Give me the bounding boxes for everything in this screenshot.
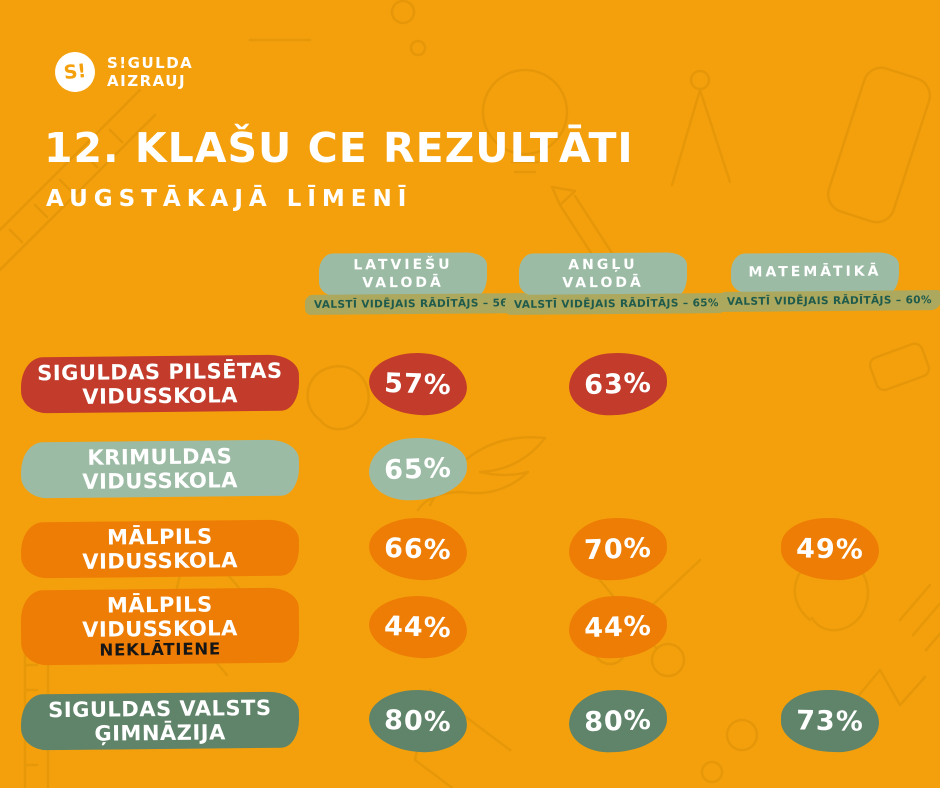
column-title-line1: LATVIEŠU (352, 256, 453, 274)
page-subtitle: AUGSTĀKAJĀ LĪMENĪ (46, 186, 413, 212)
result-english: 44% (567, 594, 668, 660)
school-row-siguldas-valsts-gimnazija: SIGULDAS VALSTS ĢIMNĀZIJA 80% 80% 73% (0, 684, 940, 758)
school-name-line1: SIGULDAS PILSĒTAS (37, 358, 283, 386)
column-headers-row: LATVIEŠU VALODĀ VALSTĪ VIDĒJAIS RĀDĪTĀJS… (0, 252, 940, 331)
school-name-badge: MĀLPILS VIDUSSKOLA NEKLĀTIENE (20, 587, 300, 667)
column-title-line2: VALODĀ (361, 274, 444, 291)
column-title-badge: LATVIEŠU VALODĀ (318, 252, 487, 297)
school-name-line1: SIGULDAS VALSTS (48, 695, 272, 723)
result-math: 49% (780, 517, 880, 581)
logo-line1: S!GULDA (107, 54, 194, 72)
result-latvian: 66% (367, 516, 468, 582)
school-row-malpils-vidusskola-neklatiene: MĀLPILS VIDUSSKOLA NEKLĀTIENE 44% 44% (0, 587, 940, 667)
logo: S! S!GULDA AIZRAUJ (53, 50, 193, 94)
result-english: 70% (567, 516, 668, 582)
school-name-badge: SIGULDAS PILSĒTAS VIDUSSKOLA (20, 354, 300, 414)
school-name-line2: NEKLĀTIENE (99, 640, 222, 661)
school-name-line2: VIDUSSKOLA (82, 468, 239, 494)
school-name-line1: KRIMULDAS (87, 444, 233, 470)
column-header-latvian: LATVIEŠU VALODĀ VALSTĪ VIDĒJAIS RĀDĪTĀJS… (291, 252, 529, 315)
school-name-line2: VIDUSSKOLA (82, 548, 239, 574)
column-title-line1: ANGĻU (567, 256, 638, 274)
column-header-english: ANGĻU VALODĀ VALSTĪ VIDĒJAIS RĀDĪTĀJS – … (491, 252, 729, 315)
school-name-line2: ĢIMNĀZIJA (94, 720, 226, 746)
logo-mark-icon: S! (53, 50, 97, 94)
result-latvian: 44% (367, 594, 468, 660)
column-title-line2: VALODĀ (561, 274, 644, 291)
page-title: 12. KLAŠU CE REZULTĀTI (44, 124, 634, 172)
school-name-badge: SIGULDAS VALSTS ĢIMNĀZIJA (20, 691, 300, 751)
column-title-badge: MATEMĀTIKĀ (730, 252, 900, 294)
result-english: 65% (367, 436, 468, 502)
school-row-krimuldas-vidusskola: KRIMULDAS VIDUSSKOLA 65% (0, 436, 940, 502)
column-title-line1: MATEMĀTIKĀ (748, 263, 882, 281)
school-row-siguldas-pilsetas-vidusskola: SIGULDAS PILSĒTAS VIDUSSKOLA 57% 63% (0, 350, 940, 418)
school-name-line2: VIDUSSKOLA (82, 383, 239, 409)
national-average-label: VALSTĪ VIDĒJAIS RĀDĪTĀJS – 60% (717, 290, 940, 312)
national-average-label: VALSTĪ VIDĒJAIS RĀDĪTĀJS – 65% (504, 293, 729, 315)
school-name-badge: KRIMULDAS VIDUSSKOLA (20, 439, 300, 499)
logo-wordmark: S!GULDA AIZRAUJ (107, 54, 193, 90)
result-english: 80% (567, 688, 668, 754)
school-name-line1: MĀLPILS (106, 524, 213, 550)
result-math: 73% (780, 689, 880, 753)
logo-line2: AIZRAUJ (107, 72, 187, 90)
column-title-badge: ANGĻU VALODĀ (518, 252, 687, 297)
column-header-math: MATEMĀTIKĀ VALSTĪ VIDĒJAIS RĀDĪTĀJS – 60… (704, 252, 940, 312)
school-row-malpils-vidusskola: MĀLPILS VIDUSSKOLA 66% 70% 49% (0, 514, 940, 584)
result-latvian: 80% (367, 688, 468, 754)
school-name-badge: MĀLPILS VIDUSSKOLA (20, 519, 300, 579)
school-name-line1: MĀLPILS VIDUSSKOLA (82, 592, 238, 643)
result-english: 63% (567, 351, 668, 417)
result-latvian: 57% (367, 351, 468, 417)
logo-monogram: S! (62, 59, 88, 85)
